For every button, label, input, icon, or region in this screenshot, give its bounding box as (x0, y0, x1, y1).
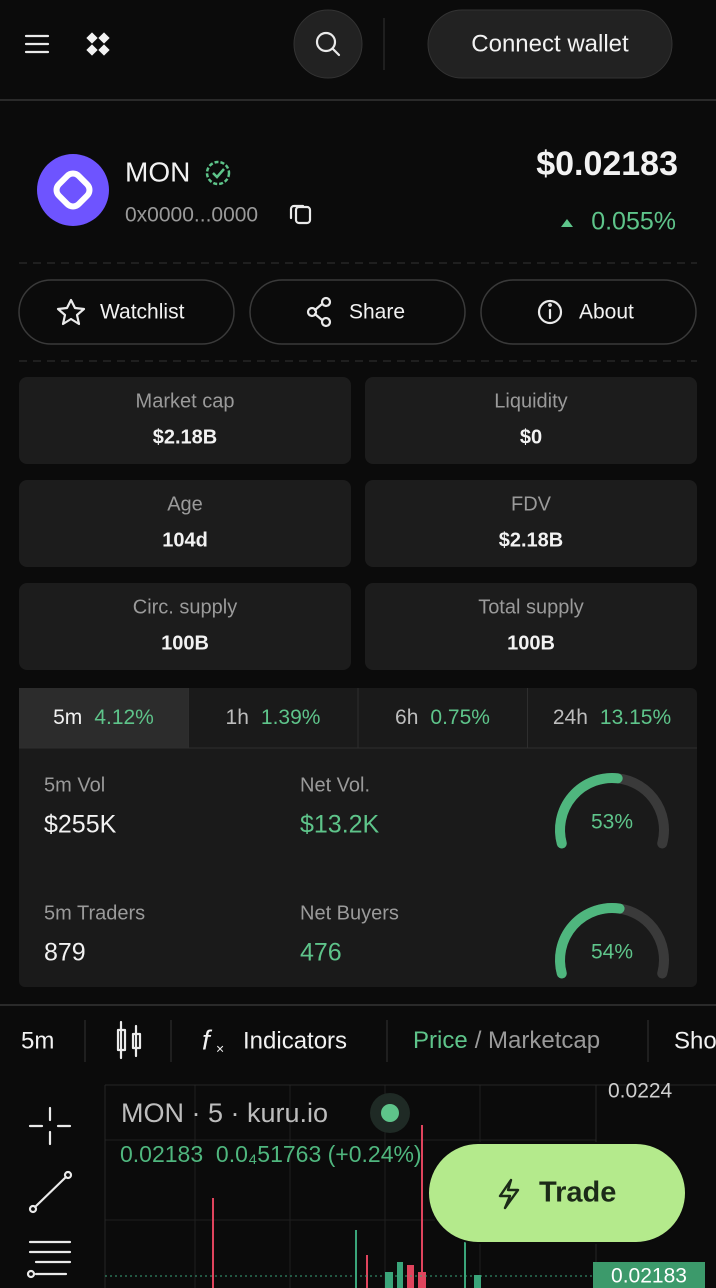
tab-change[interactable]: 4.12% (94, 706, 154, 729)
stat-value: 100B (507, 632, 555, 654)
token-change: 0.055% (591, 208, 676, 236)
search-icon (315, 31, 341, 57)
star-icon (56, 298, 86, 326)
trade-button[interactable] (427, 1142, 687, 1244)
tab-label[interactable]: 5m (53, 706, 82, 729)
action-button[interactable] (480, 279, 697, 345)
stat-card (19, 583, 351, 670)
tab-label[interactable]: 6h (395, 706, 418, 729)
bolt-icon (498, 1178, 520, 1210)
stat-value: 104d (162, 529, 208, 551)
status-dot (381, 1104, 399, 1122)
verified-check (212, 168, 225, 179)
tab-label[interactable]: 24h (553, 706, 588, 729)
token-name: MON (125, 156, 190, 187)
action-button[interactable] (249, 279, 466, 345)
tab-change[interactable]: 0.75% (430, 706, 490, 729)
token-price: $0.02183 (536, 145, 678, 183)
toolbar-more[interactable]: Sho (674, 1027, 716, 1054)
action-button[interactable] (18, 279, 235, 345)
stat-label: FDV (511, 493, 552, 515)
tab[interactable]: 1h 1.39% (226, 706, 321, 729)
tab[interactable]: 5m 4.12% (53, 706, 154, 729)
metric-value: $255K (44, 811, 117, 839)
current-price: 0.02183 (611, 1265, 687, 1288)
indicators[interactable]: Indicators (243, 1027, 347, 1054)
stat-card (19, 480, 351, 567)
token-address: 0x0000...0000 (125, 204, 258, 227)
stat-value: $2.18B (499, 529, 564, 551)
chart-ohlc: 0.02183 0.0₄51763 (+0.24%) (120, 1141, 422, 1167)
stat-card (365, 480, 697, 567)
info-icon (537, 299, 563, 325)
interval[interactable]: 5m (21, 1027, 54, 1054)
stat-label: Liquidity (494, 390, 567, 412)
stat-value: $0 (520, 426, 542, 448)
tab-label[interactable]: 1h (226, 706, 249, 729)
metric-label: 5m Traders (44, 902, 145, 924)
price-option[interactable]: Price (413, 1027, 468, 1054)
candles-icon[interactable] (116, 1020, 142, 1060)
active-tab (19, 688, 188, 748)
logo[interactable] (86, 32, 110, 56)
trade-label[interactable]: Trade (539, 1177, 616, 1209)
activity-panel (19, 688, 697, 987)
tab-change[interactable]: 13.15% (600, 706, 671, 729)
action-label[interactable]: About (579, 301, 634, 324)
marketcap-option[interactable]: / Marketcap (475, 1027, 600, 1054)
fx-icon: f (202, 1024, 213, 1055)
stat-card (365, 377, 697, 464)
current-price-tag (593, 1262, 705, 1288)
connect-button[interactable] (427, 9, 673, 79)
metric-label: Net Buyers (300, 902, 399, 924)
stat-label: Age (167, 493, 203, 515)
action-label[interactable]: Watchlist (100, 301, 185, 324)
token-avatar (37, 154, 109, 226)
gauge-label: 53% (591, 811, 633, 834)
search-button[interactable] (293, 9, 363, 79)
fx-icon: × (216, 1041, 224, 1057)
verified-icon (205, 160, 231, 186)
gauge-label: 54% (591, 941, 633, 964)
metric-label: 5m Vol (44, 774, 105, 796)
stat-label: Circ. supply (133, 596, 237, 618)
fib-tool[interactable] (26, 1240, 72, 1279)
share-icon (306, 296, 332, 328)
price-mode[interactable]: Price / Marketcap (413, 1027, 600, 1054)
tab[interactable]: 6h 0.75% (395, 706, 490, 729)
stat-card (365, 583, 697, 670)
stat-label: Total supply (478, 596, 584, 618)
line-tool[interactable] (28, 1170, 73, 1214)
copy-icon[interactable] (289, 204, 312, 225)
menu-icon[interactable] (24, 34, 50, 54)
stat-value: 100B (161, 632, 209, 654)
gauge-fill (555, 773, 623, 849)
metric-label: Net Vol. (300, 774, 370, 796)
metric-value: 476 (300, 939, 342, 967)
chart-title: MON · 5 · kuru.io (121, 1098, 328, 1128)
tab[interactable]: 24h 13.15% (553, 706, 671, 729)
gauge-fill (555, 903, 625, 979)
token-logo (53, 170, 93, 210)
stat-card (19, 377, 351, 464)
y-tick-label: 0.0224 (608, 1080, 673, 1103)
action-label[interactable]: Share (349, 301, 405, 324)
connect-label[interactable]: Connect wallet (471, 30, 629, 57)
crosshair-tool[interactable] (28, 1106, 72, 1146)
up-arrow (561, 219, 573, 227)
stat-value: $2.18B (153, 426, 218, 448)
metric-value: $13.2K (300, 811, 380, 839)
tab-change[interactable]: 1.39% (261, 706, 321, 729)
stat-label: Market cap (136, 390, 235, 412)
metric-value: 879 (44, 939, 86, 967)
